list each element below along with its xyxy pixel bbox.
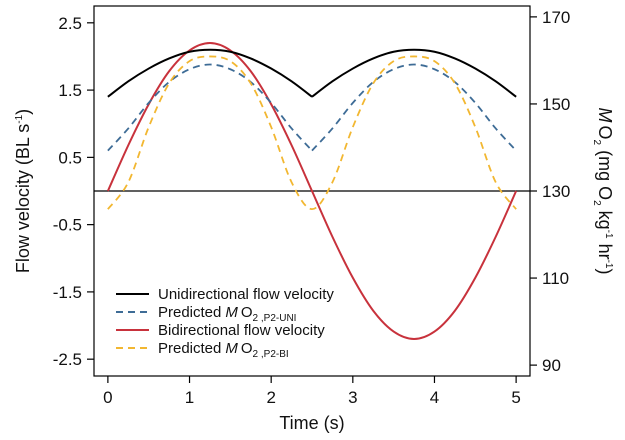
series-layer [106, 41, 518, 341]
x-tick-label: 1 [185, 388, 194, 407]
y-left-tick-label: 2.5 [58, 14, 82, 33]
y-right-axis-title: MO2 (mg O2 kg-1 hr-1) [591, 108, 615, 275]
legend-label-bidirectional: Bidirectional flow velocity [158, 322, 325, 339]
y-left-axis: -2.5 -1.5 -0.5 0.5 1.5 2.5 [53, 14, 94, 369]
y-left-tick-label: -1.5 [53, 283, 82, 302]
y-right-tick-label: 90 [542, 356, 561, 375]
x-tick-label: 4 [430, 388, 439, 407]
legend-label-predicted-uni: Predicted M O2 ,P2-UNI [158, 304, 296, 324]
y-left-tick-label: 1.5 [58, 81, 82, 100]
y-left-axis-title: Flow velocity (BL s-1) [13, 109, 33, 273]
x-tick-label: 0 [103, 388, 112, 407]
series-line-predicted-bi [107, 55, 517, 211]
x-tick-label: 2 [266, 388, 275, 407]
y-right-tick-label: 150 [542, 95, 570, 114]
legend-label-predicted-bi: Predicted M O2 ,P2-BI [158, 340, 289, 360]
y-left-tick-label: 0.5 [58, 148, 82, 167]
legend: Unidirectional flow velocity Predicted M O… [116, 286, 334, 360]
y-right-tick-label: 130 [542, 182, 570, 201]
x-axis-title: Time (s) [279, 413, 344, 433]
legend-label-unidirectional: Unidirectional flow velocity [158, 286, 334, 303]
series-line-bidirectional [106, 41, 518, 341]
y-right-tick-label: 170 [542, 8, 570, 27]
x-tick-label: 5 [511, 388, 520, 407]
x-axis: 0 1 2 3 4 5 [103, 376, 521, 407]
series-line-predicted-uni [107, 63, 517, 152]
y-left-tick-label: -0.5 [53, 216, 82, 235]
series-line-unidirectional [107, 48, 517, 98]
x-tick-label: 3 [348, 388, 357, 407]
y-left-tick-label: -2.5 [53, 350, 82, 369]
y-right-axis: 90 110 130 150 170 [530, 8, 570, 375]
y-right-tick-label: 110 [542, 269, 569, 288]
